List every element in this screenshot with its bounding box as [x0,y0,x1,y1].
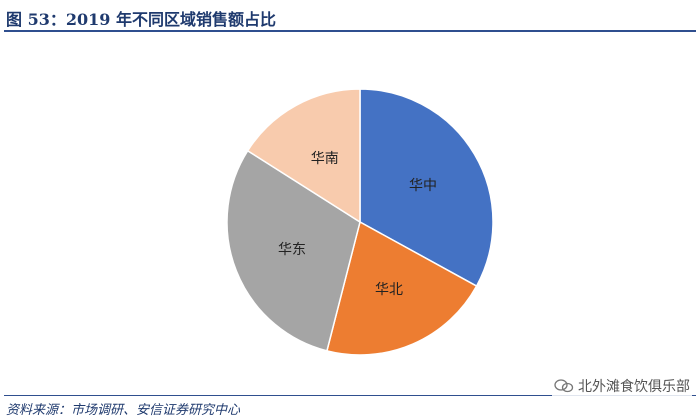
slice-label-2: 华东 [278,242,306,258]
slice-label-3: 华南 [311,151,339,167]
pie-slice-0 [359,88,494,288]
pie-slice-3 [246,88,361,224]
footer-divider [4,395,696,396]
figure-title: 图 53：2019 年不同区域销售额占比 [6,10,276,29]
watermark: 北外滩食饮俱乐部 [552,376,692,396]
pie-slice-1 [326,220,478,356]
slice-label-0: 华中 [409,178,437,194]
watermark-text: 北外滩食饮俱乐部 [578,379,690,395]
title-divider [4,30,696,32]
pie-slice-2 [226,149,361,352]
slice-label-1: 华北 [375,282,403,298]
source-note: 资料来源：市场调研、安信证券研究中心 [6,403,241,418]
wechat-icon [554,379,574,393]
